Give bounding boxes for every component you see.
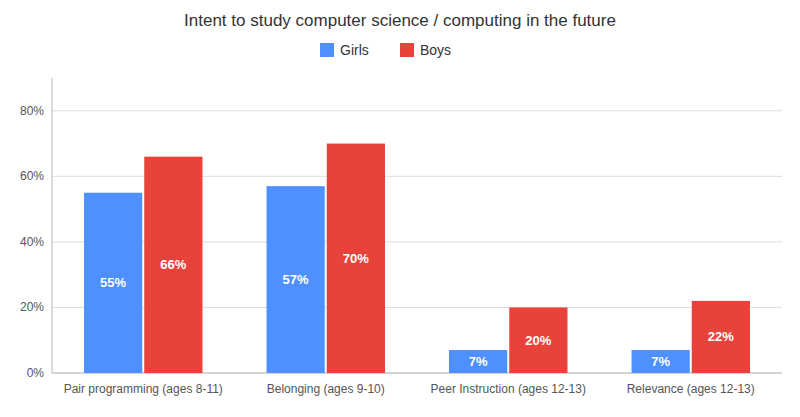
x-tick-label: Belonging (ages 9-10) (267, 382, 385, 396)
bar (144, 157, 202, 373)
data-label: 57% (283, 272, 309, 287)
bar (327, 144, 385, 373)
y-tick-label: 80% (20, 104, 44, 118)
bar (509, 307, 567, 373)
data-labels: 55% 57% 7% 7% 66% 70% 20% 22% (100, 251, 734, 369)
data-label: 66% (160, 257, 186, 272)
chart: Intent to study computer science / compu… (0, 0, 800, 417)
legend: Girls Boys (320, 42, 451, 58)
data-label: 20% (525, 333, 551, 348)
bar (692, 301, 750, 373)
y-tick-label: 60% (20, 169, 44, 183)
x-tick-label: Pair programming (ages 8-11) (64, 382, 223, 396)
legend-swatch (320, 43, 334, 57)
y-axis-line (52, 78, 53, 373)
grid (52, 111, 782, 373)
y-tick-label: 20% (20, 300, 44, 314)
y-tick-label: 0% (27, 366, 45, 380)
data-label: 7% (651, 354, 670, 369)
bar (267, 186, 325, 373)
data-label: 22% (708, 329, 734, 344)
data-label: 7% (469, 354, 488, 369)
legend-label: Boys (420, 42, 451, 58)
legend-label: Girls (340, 42, 369, 58)
y-tick-label: 40% (20, 235, 44, 249)
data-label: 70% (343, 251, 369, 266)
title: Intent to study computer science / compu… (184, 11, 616, 30)
legend-swatch (400, 43, 414, 57)
bar (84, 193, 142, 373)
bar (632, 350, 690, 373)
bars (84, 144, 750, 373)
bar (449, 350, 507, 373)
data-label: 55% (100, 275, 126, 290)
grid-line (52, 110, 782, 111)
x-tick-label: Relevance (ages 12-13) (627, 382, 755, 396)
x-tick-label: Peer Instruction (ages 12-13) (431, 382, 586, 396)
